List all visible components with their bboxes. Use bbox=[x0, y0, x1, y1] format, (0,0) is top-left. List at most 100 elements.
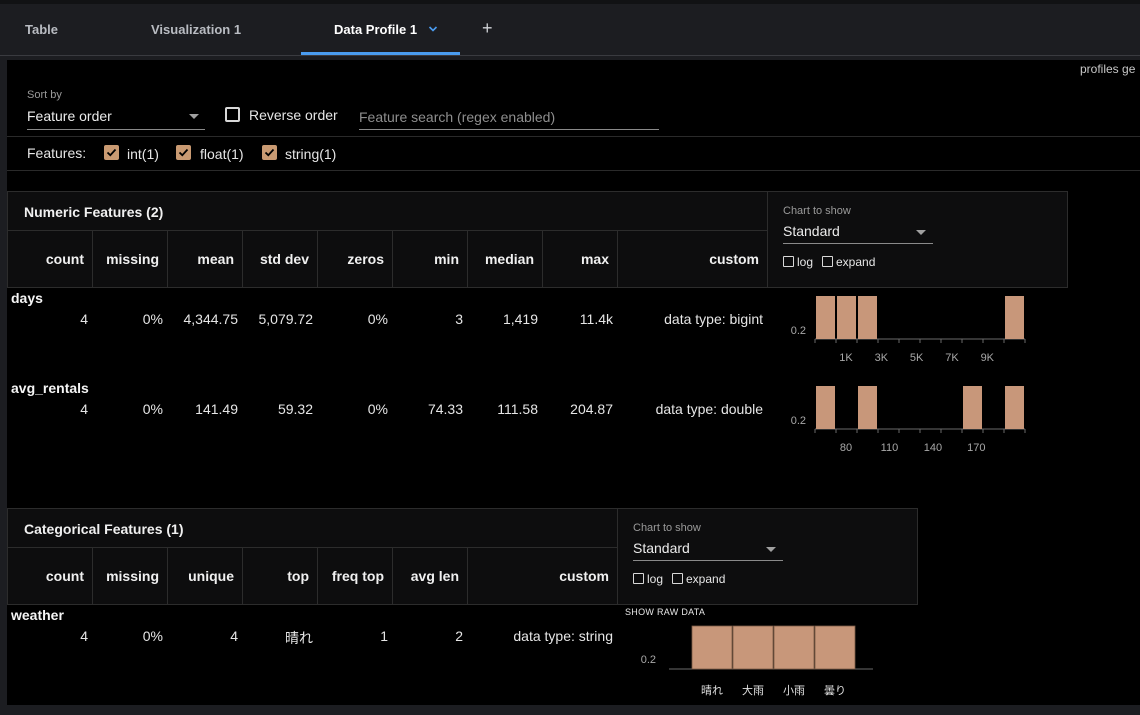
feature-name-weather: weather bbox=[11, 607, 64, 623]
data-profile-panel: profiles ge Sort by Feature order Revers… bbox=[7, 60, 1140, 705]
histogram-bar bbox=[773, 625, 815, 670]
active-tab-indicator bbox=[301, 52, 460, 55]
divider bbox=[7, 136, 1140, 137]
column-header-std-dev[interactable]: std dev bbox=[259, 251, 309, 267]
histogram-bar bbox=[858, 386, 877, 429]
column-header-unique[interactable]: unique bbox=[188, 568, 234, 584]
cell-median: 111.58 bbox=[497, 401, 538, 417]
feature-search bbox=[359, 106, 659, 130]
feature-search-input[interactable] bbox=[359, 106, 659, 128]
chart-to-show-select[interactable]: Standard bbox=[783, 222, 933, 244]
log-checkbox[interactable] bbox=[633, 573, 644, 584]
expand-checkbox[interactable] bbox=[672, 573, 683, 584]
chart-to-show-label: Chart to show bbox=[633, 522, 701, 534]
divider bbox=[767, 191, 768, 288]
cell-custom: data type: bigint bbox=[664, 311, 763, 327]
cell-count: 4 bbox=[80, 628, 88, 644]
divider bbox=[92, 548, 93, 605]
y-tick-label: 0.2 bbox=[641, 654, 656, 666]
cell-count: 4 bbox=[80, 401, 88, 417]
x-tick-label: 110 bbox=[881, 442, 899, 454]
add-tab-plus-icon[interactable]: + bbox=[482, 18, 493, 38]
feature-float-label: float(1) bbox=[200, 146, 244, 162]
cell-min: 74.33 bbox=[427, 401, 463, 417]
histogram-bar bbox=[732, 625, 774, 670]
divider bbox=[92, 231, 93, 288]
histogram-bar bbox=[814, 625, 856, 670]
categorical-features-header bbox=[7, 508, 918, 605]
x-tick-label: 80 bbox=[840, 442, 852, 454]
histogram-bar bbox=[1005, 296, 1024, 339]
cell-freq-top: 1 bbox=[380, 628, 388, 644]
x-tick-label: 1K bbox=[839, 352, 853, 364]
feature-float-checkbox[interactable] bbox=[176, 145, 191, 160]
histogram-bar bbox=[691, 625, 733, 670]
column-header-missing[interactable]: missing bbox=[106, 568, 159, 584]
column-header-freq-top[interactable]: freq top bbox=[331, 568, 384, 584]
chart-to-show-select[interactable]: Standard bbox=[633, 539, 783, 561]
cell-median: 1,419 bbox=[502, 311, 538, 327]
divider bbox=[317, 548, 318, 605]
checkmark-icon bbox=[264, 148, 275, 157]
x-tick-label: 3K bbox=[875, 352, 889, 364]
divider bbox=[617, 508, 618, 605]
divider bbox=[7, 230, 767, 231]
dropdown-caret-icon bbox=[766, 547, 776, 552]
sort-by-select[interactable]: Feature order bbox=[27, 106, 205, 130]
x-tick-label: 140 bbox=[924, 442, 942, 454]
cell-zeros: 0% bbox=[367, 311, 388, 327]
show-raw-data-link[interactable]: SHOW RAW DATA bbox=[625, 607, 706, 617]
cell-zeros: 0% bbox=[367, 401, 388, 417]
cell-mean: 4,344.75 bbox=[183, 311, 239, 327]
histogram-weather: 晴れ 大雨 小雨 曇り 0.2 bbox=[641, 625, 873, 697]
tab-visualization-1[interactable]: Visualization 1 bbox=[151, 22, 242, 37]
column-header-missing[interactable]: missing bbox=[106, 251, 159, 267]
expand-label: expand bbox=[686, 572, 726, 586]
tab-table[interactable]: Table bbox=[25, 22, 58, 37]
divider bbox=[7, 170, 1140, 171]
feature-int-checkbox[interactable] bbox=[104, 145, 119, 160]
column-header-mean[interactable]: mean bbox=[197, 251, 234, 267]
column-header-max[interactable]: max bbox=[580, 251, 609, 267]
tab-data-profile-1[interactable]: Data Profile 1 bbox=[334, 22, 418, 37]
dropdown-caret-icon bbox=[916, 230, 926, 235]
divider bbox=[467, 548, 468, 605]
column-header-median[interactable]: median bbox=[484, 251, 534, 267]
column-header-top[interactable]: top bbox=[287, 568, 309, 584]
cell-unique: 4 bbox=[230, 628, 238, 644]
x-category-label: 晴れ bbox=[701, 684, 723, 697]
column-header-avg-len[interactable]: avg len bbox=[410, 568, 459, 584]
histogram-avg-rentals: 0.2 80 110 140 170 bbox=[791, 386, 1026, 454]
column-header-count[interactable]: count bbox=[45, 568, 84, 584]
x-category-label: 曇り bbox=[824, 684, 846, 697]
column-header-count[interactable]: count bbox=[45, 251, 84, 267]
log-checkbox[interactable] bbox=[783, 256, 794, 267]
expand-checkbox[interactable] bbox=[822, 256, 833, 267]
histogram-bar bbox=[816, 386, 835, 429]
cell-std-dev: 5,079.72 bbox=[258, 311, 314, 327]
divider bbox=[392, 231, 393, 288]
cell-max: 204.87 bbox=[570, 401, 613, 417]
log-label: log bbox=[647, 572, 664, 586]
reverse-order-checkbox[interactable] bbox=[225, 107, 240, 122]
divider bbox=[167, 548, 168, 605]
x-category-label: 大雨 bbox=[742, 683, 764, 697]
top-strip bbox=[0, 0, 1140, 4]
column-header-custom[interactable]: custom bbox=[559, 568, 609, 584]
feature-string-checkbox[interactable] bbox=[262, 145, 277, 160]
dropdown-caret-icon bbox=[189, 114, 199, 119]
cell-missing: 0% bbox=[142, 311, 163, 327]
histogram-bar bbox=[1005, 386, 1024, 429]
column-header-min[interactable]: min bbox=[434, 251, 459, 267]
divider bbox=[617, 231, 618, 288]
numeric-features-title: Numeric Features (2) bbox=[24, 204, 164, 220]
y-tick-label: 0.2 bbox=[791, 415, 806, 427]
y-tick-label: 0.2 bbox=[791, 325, 806, 337]
expand-label: expand bbox=[836, 255, 876, 269]
column-header-zeros[interactable]: zeros bbox=[347, 251, 384, 267]
column-header-custom[interactable]: custom bbox=[709, 251, 759, 267]
x-tick-label: 7K bbox=[945, 352, 959, 364]
chevron-down-icon[interactable] bbox=[428, 24, 438, 34]
cell-count: 4 bbox=[80, 311, 88, 327]
cell-mean: 141.49 bbox=[195, 401, 238, 417]
